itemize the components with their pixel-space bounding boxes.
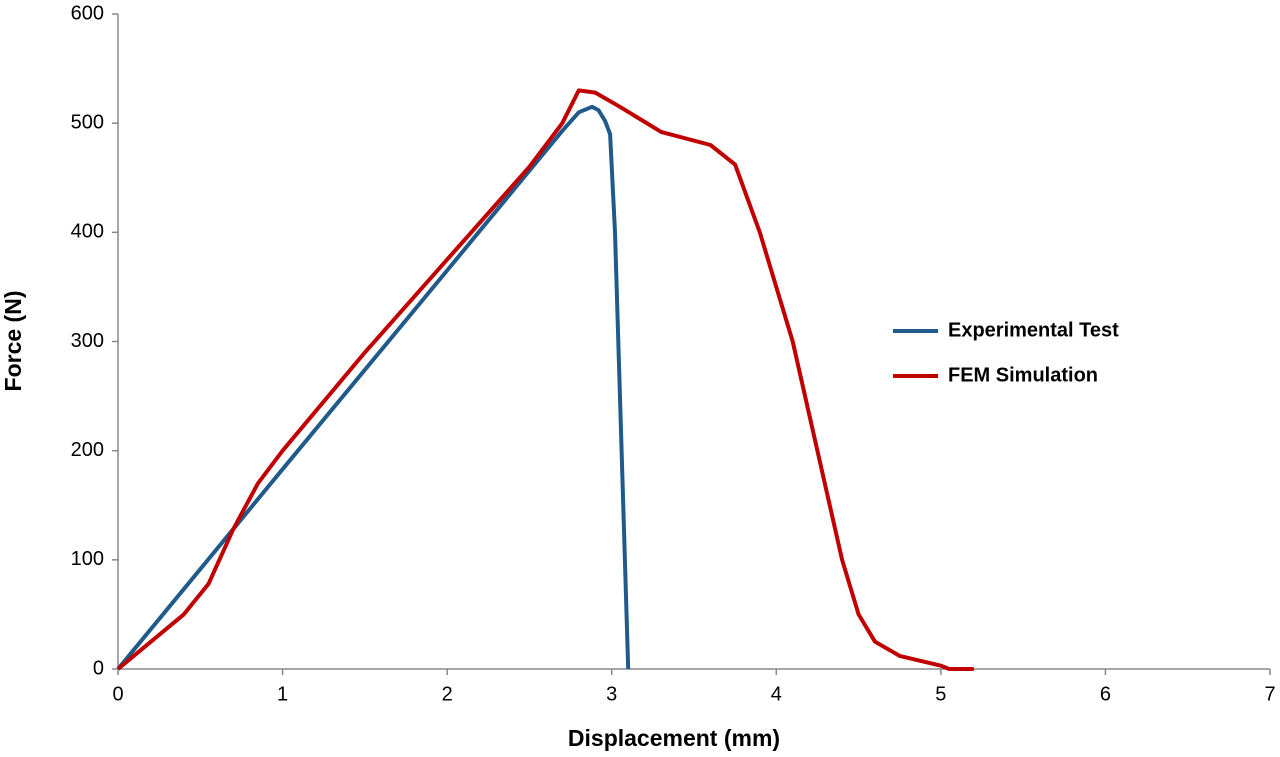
x-tick-label: 6 [1100, 683, 1111, 705]
y-tick-label: 400 [71, 221, 104, 243]
y-tick-label: 600 [71, 2, 104, 24]
x-tick-label: 7 [1264, 683, 1275, 705]
x-tick-label: 1 [277, 683, 288, 705]
x-axis-title: Displacement (mm) [568, 725, 780, 751]
y-tick-label: 500 [71, 111, 104, 133]
legend-label: FEM Simulation [948, 364, 1098, 386]
legend-label: Experimental Test [948, 319, 1119, 341]
y-tick-label: 200 [71, 439, 104, 461]
x-tick-label: 0 [112, 683, 123, 705]
series-line [116, 104, 631, 671]
y-tick-label: 300 [71, 330, 104, 352]
y-tick-label: 0 [93, 657, 104, 679]
y-axis-title: Force (N) [0, 291, 26, 392]
x-tick-label: 2 [442, 683, 453, 705]
y-tick-label: 100 [71, 548, 104, 570]
x-tick-label: 5 [935, 683, 946, 705]
x-tick-label: 3 [606, 683, 617, 705]
series-line [116, 88, 974, 671]
x-tick-label: 4 [771, 683, 782, 705]
